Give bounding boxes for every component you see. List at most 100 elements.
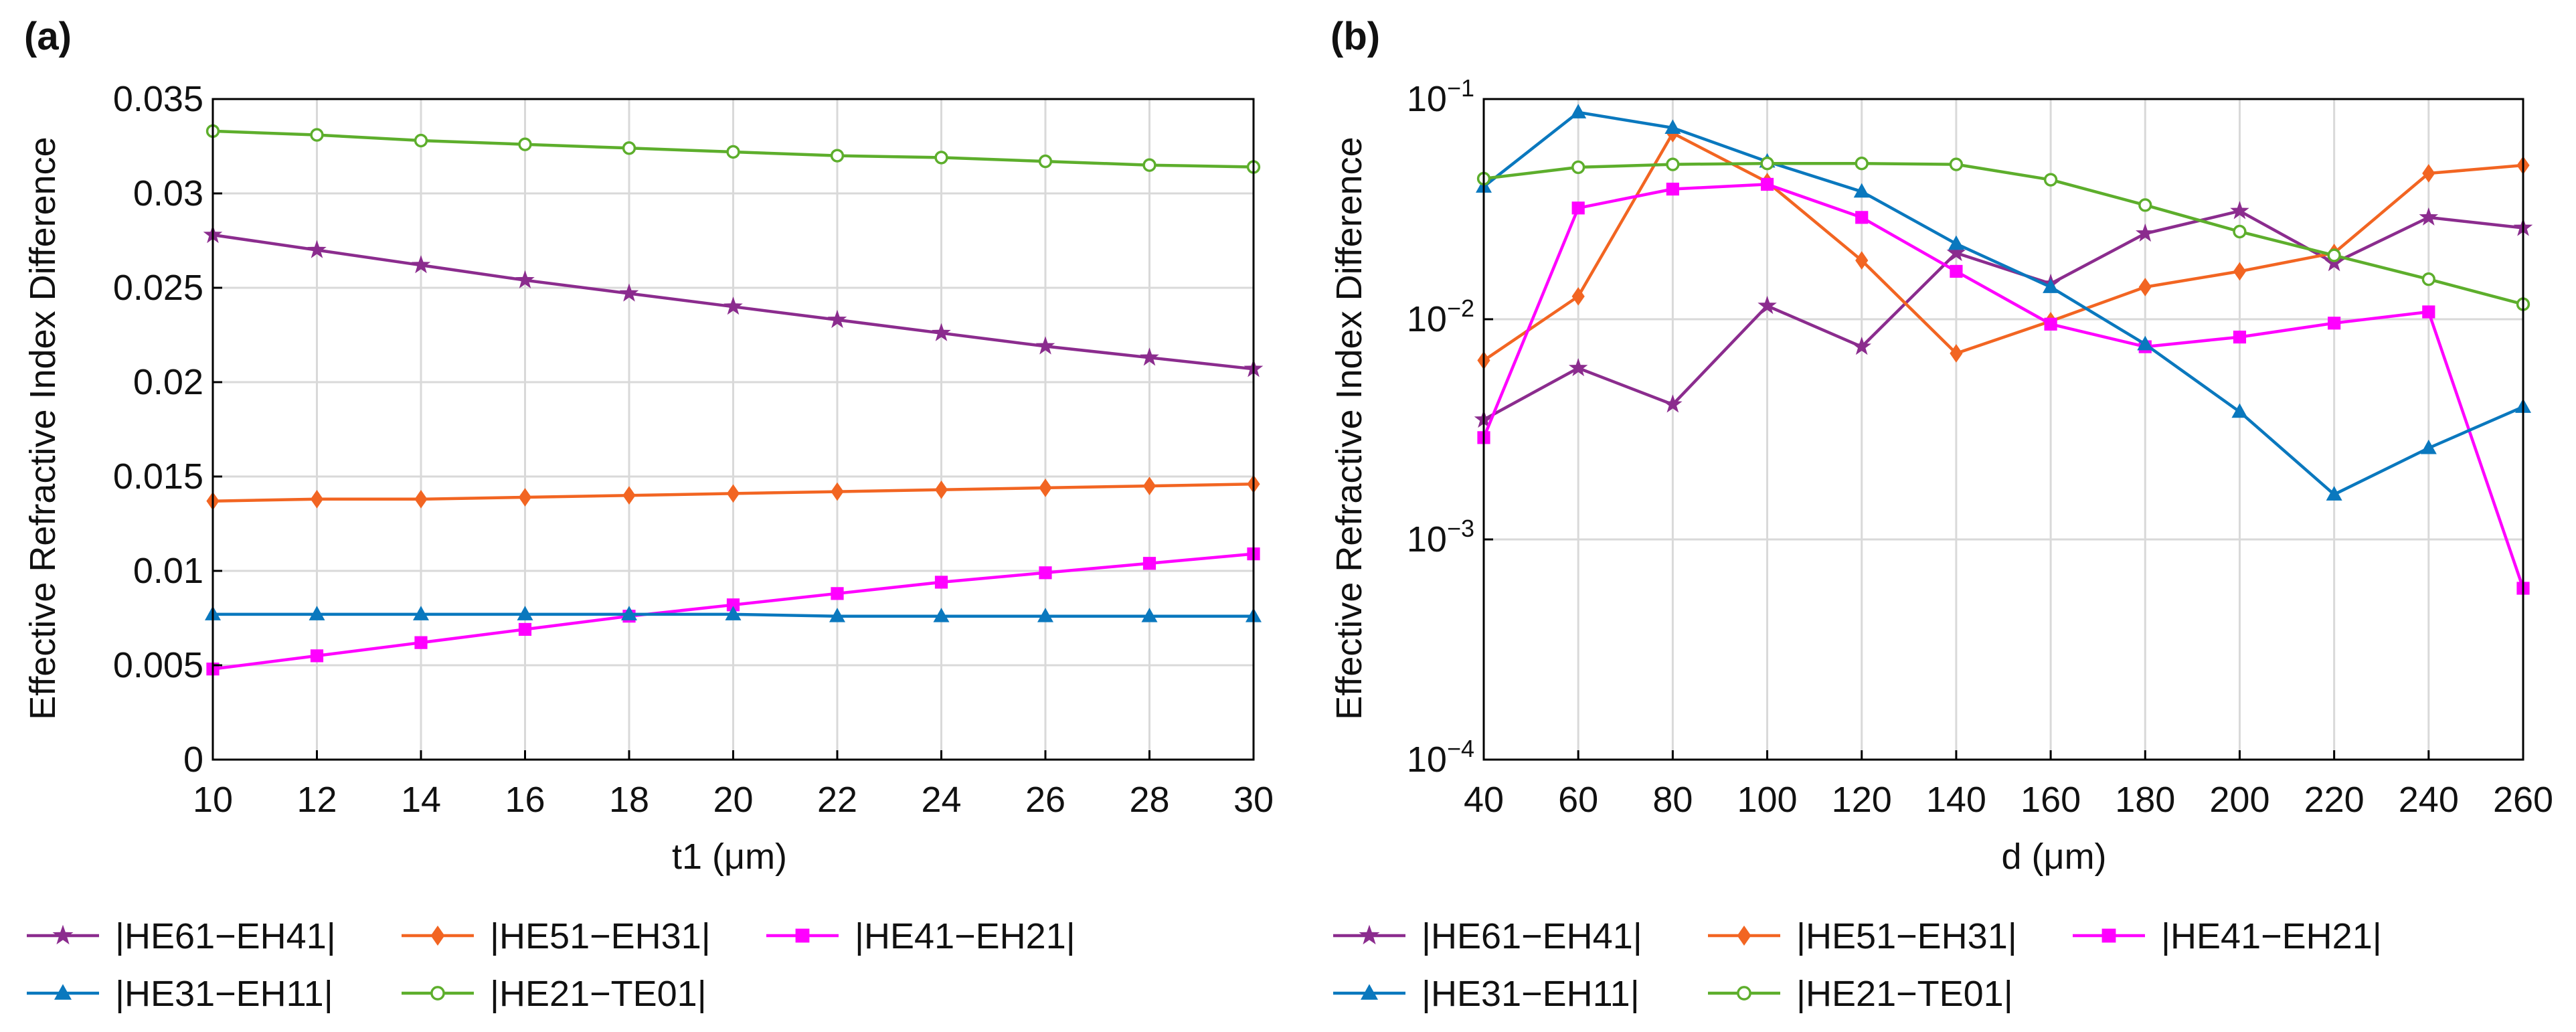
panel-a-y-tick-label: 0 <box>183 740 203 780</box>
legend-marker-triangle-icon <box>54 984 72 1000</box>
panel-b-x-tick-label: 240 <box>2399 780 2459 820</box>
panel-a-legend-item-he21-te01: |HE21−TE01| <box>402 974 707 1014</box>
panel-a-series-he21-te01-point <box>310 128 324 142</box>
panel-b-x-axis-label: d (μm) <box>2001 837 2106 877</box>
panel-a-legend-item-he31-eh11: |HE31−EH11| <box>27 974 333 1014</box>
panel-b-series-he51-eh31-point <box>1950 344 1963 363</box>
legend-label: |HE61−EH41| <box>115 916 336 956</box>
panel-a-series-he31-eh11-point <box>413 606 429 620</box>
panel-b-x-tick-label: 100 <box>1737 780 1797 820</box>
panel-b-series-he31-eh11-point <box>2231 403 2248 418</box>
legend-marker-star-icon <box>1359 924 1380 945</box>
panel-a-x-tick-label: 24 <box>921 780 961 820</box>
legend-marker-circle-icon <box>430 986 445 1001</box>
panel-a-series-he31-eh11-point <box>1141 608 1158 622</box>
legend-label: |HE31−EH11| <box>1422 974 1640 1014</box>
panel-b-legend-item-he41-eh21: |HE41−EH21| <box>2073 916 2382 956</box>
panel-b-y-ticks: 10−1 10−2 10−3 10−4 <box>1407 74 1493 780</box>
panel-a-series-he21-te01-point <box>934 151 948 165</box>
legend-label: |HE51−EH31| <box>1796 916 2017 956</box>
panel-a-series-he41-eh21-point <box>1142 557 1156 570</box>
panel-b-x-ticks: 40 60 80 100 120 140 160 180 200 220 240 260 <box>1464 750 2553 820</box>
panel-b-series-he41-eh21-point <box>2422 305 2435 319</box>
panel-b-series-he61-eh41-point <box>2419 207 2439 226</box>
panel-b-series-he61-eh41-point <box>1757 296 1777 315</box>
panel-a-y-axis-label: Effective Refractive Index Difference <box>23 137 63 719</box>
panel-b-series-he61-eh41-point <box>1663 394 1683 413</box>
panel-a-y-tick-label: 0.02 <box>133 362 203 402</box>
panel-a-series-he61-eh41-point <box>1035 336 1055 355</box>
panel-b-series-he21-te01-point <box>1949 157 1964 171</box>
panel-a-series-he41-eh21-point <box>1039 566 1052 580</box>
panel-a-series-he41-eh21-point <box>726 598 740 612</box>
panel-a-series-he21-te01-point <box>622 141 636 155</box>
panel-b-y-tick-label: 10−4 <box>1407 735 1474 780</box>
panel-a-series-he61-eh41-point <box>827 309 847 329</box>
panel-a-legend: |HE61−EH41| |HE51−EH31| |HE41−EH21| |HE31−E… <box>27 916 1076 1014</box>
panel-a-series-he61-eh41-point <box>619 283 639 302</box>
panel-b-series-he51-eh31-point <box>2233 262 2247 281</box>
panel-a-y-tick-label: 0.015 <box>113 456 203 497</box>
panel-a-series-he51-eh31-point <box>518 488 532 507</box>
panel-b-series-he51-eh31-line <box>1482 131 2524 362</box>
legend-label: |HE41−EH21| <box>2161 916 2382 956</box>
legend-label: |HE21−TE01| <box>490 974 707 1014</box>
panel-b-series-he41-eh21-point <box>1950 264 1963 278</box>
panel-b-x-tick-label: 140 <box>1926 780 1986 820</box>
panel-b-x-tick-label: 200 <box>2209 780 2269 820</box>
panel-a-series-he21-te01-point <box>414 133 428 148</box>
panel-b-legend: |HE61−EH41| |HE51−EH31| |HE41−EH21| |HE31−E… <box>1333 916 2382 1014</box>
panel-a-series-he21-te01-point <box>518 137 532 151</box>
legend-marker-triangle-icon <box>1361 984 1378 1000</box>
panel-b-series-he21-te01-point <box>1760 157 1774 171</box>
panel-b-series-he31-eh11-point <box>1853 183 1870 198</box>
legend-marker-diamond-icon <box>1737 926 1751 946</box>
panel-a-chart: (a) 10 12 14 16 18 20 22 24 26 28 30 0 0.005 0.01 0.0… <box>23 15 1274 1014</box>
panel-a-x-tick-label: 10 <box>193 780 233 820</box>
panel-b-x-tick-label: 120 <box>1832 780 1892 820</box>
panel-b-legend-item-he21-te01: |HE21−TE01| <box>1708 974 2013 1014</box>
legend-label: |HE51−EH31| <box>490 916 711 956</box>
panel-b-series-he41-eh21-point <box>1760 177 1774 191</box>
panel-a-series-he61-eh41-point <box>307 240 327 258</box>
panel-b-series-he31-eh11-point <box>1570 104 1587 118</box>
panel-a-series-he41-eh21-point <box>518 622 532 636</box>
panel-a-x-tick-label: 22 <box>817 780 857 820</box>
panel-b-x-tick-label: 80 <box>1652 780 1693 820</box>
panel-a-series-he61-eh41-point <box>1140 347 1159 366</box>
panel-b-series-he31-eh11-point <box>2420 439 2437 454</box>
panel-b-plot-frame <box>1482 98 2524 761</box>
panel-a-series-he41-eh21-point <box>310 649 324 663</box>
panel-a-legend-item-he51-eh31: |HE51−EH31| <box>402 916 711 956</box>
panel-a-x-tick-label: 30 <box>1233 780 1274 820</box>
panel-b-series-he61-eh41-point <box>1946 243 1966 262</box>
panel-b-series-he61-eh41-point <box>2136 224 2155 242</box>
panel-b-legend-item-he31-eh11: |HE31−EH11| <box>1333 974 1640 1014</box>
panel-b-series-he31-eh11-point <box>2326 486 2342 501</box>
panel-b-series-he61-eh41-point <box>1568 358 1588 377</box>
panel-a-x-tick-label: 18 <box>609 780 649 820</box>
panel-a-y-tick-label: 0.01 <box>133 551 203 591</box>
panel-b-series-he21-te01-point <box>2327 248 2341 262</box>
panel-b-series-he31-eh11-line <box>1482 110 2524 497</box>
panel-b-series-he61-eh41-line <box>1482 209 2524 421</box>
panel-a-series-he61-eh41-point <box>932 323 951 341</box>
panel-b-series-he21-te01-line <box>1483 161 2524 306</box>
panel-a-y-tick-label: 0.03 <box>133 173 203 213</box>
panel-a-series-he31-eh11-point <box>933 608 950 622</box>
panel-b-series-he51-eh31-point <box>2138 278 2152 296</box>
panel-b-y-axis-label: Effective Refractive Index Difference <box>1329 137 1369 719</box>
panel-b-series-he21-te01-point <box>2421 272 2435 286</box>
panel-b-series-he51-eh31-point <box>1571 287 1585 306</box>
panel-a-series-he51-eh31-point <box>1142 477 1156 495</box>
panel-a-series-he21-te01-point <box>726 145 740 159</box>
panel-a-series-he61-eh41-point <box>515 270 535 288</box>
panel-b-series-he31-eh11-point <box>2043 278 2059 293</box>
panel-b-series-he51-eh31-point <box>1855 251 1869 270</box>
legend-marker-diamond-icon <box>430 926 445 946</box>
panel-b-x-tick-label: 160 <box>2021 780 2081 820</box>
panel-b-y-tick-label: 10−3 <box>1407 515 1474 560</box>
panel-a-label: (a) <box>24 15 72 58</box>
panel-b-y-tick-label: 10−2 <box>1407 294 1474 339</box>
